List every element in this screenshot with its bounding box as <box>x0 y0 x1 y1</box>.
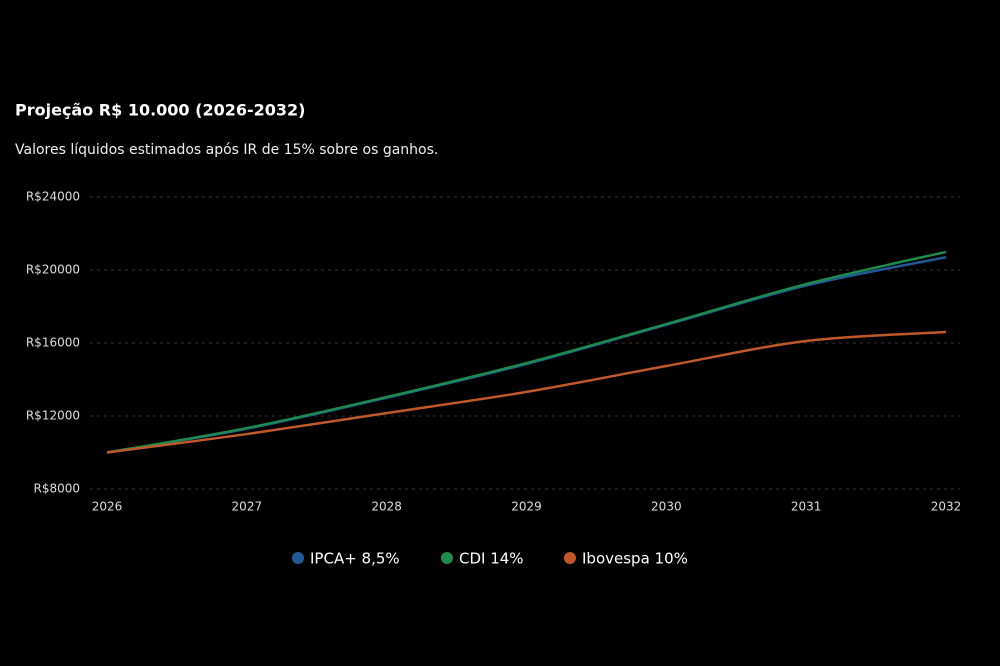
y-tick-label: R$24000 <box>26 190 80 204</box>
x-tick-label: 2026 <box>92 500 123 514</box>
legend-label: CDI 14% <box>459 550 524 568</box>
y-tick-label: R$16000 <box>26 336 80 350</box>
chart-title: Projeção R$ 10.000 (2026-2032) <box>15 101 305 120</box>
legend-label: IPCA+ 8,5% <box>310 550 400 568</box>
y-tick-label: R$20000 <box>26 263 80 277</box>
x-tick-label: 2029 <box>511 500 542 514</box>
x-tick-label: 2030 <box>651 500 682 514</box>
legend-marker <box>441 552 453 564</box>
chart-subtitle: Valores líquidos estimados após IR de 15… <box>15 142 438 158</box>
legend-marker <box>564 552 576 564</box>
x-tick-label: 2028 <box>371 500 402 514</box>
series-line <box>106 250 947 454</box>
legend-marker <box>292 552 304 564</box>
x-tick-label: 2031 <box>791 500 822 514</box>
y-tick-label: R$12000 <box>26 409 80 423</box>
x-tick-label: 2027 <box>232 500 263 514</box>
legend-label: Ibovespa 10% <box>582 550 688 568</box>
y-tick-label: R$8000 <box>33 482 80 496</box>
x-tick-label: 2032 <box>931 500 962 514</box>
series-line <box>106 330 947 454</box>
